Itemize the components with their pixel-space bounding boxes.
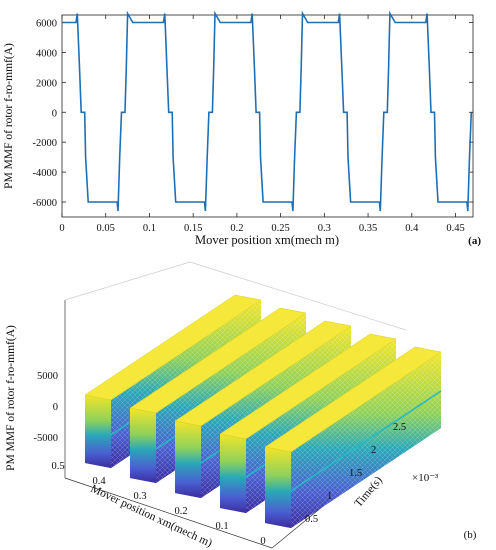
plot-frame-a (61, 14, 474, 218)
x-tick-label-b: 0 (260, 536, 265, 547)
x-ticks-b: 0.5 0.4 0.3 0.2 0.1 0 (51, 461, 265, 547)
surface-plateau (174, 320, 352, 427)
x-tick-label: 0.2 (230, 223, 243, 234)
z-tick-label: 5000 (37, 371, 58, 382)
y-tick-label: -6000 (33, 198, 58, 209)
y-tick-label: -4000 (33, 168, 58, 179)
z-ticks-b: 5000 0 -5000 (34, 371, 59, 444)
series-line (62, 10, 473, 212)
panel-label-b: (b) (464, 529, 477, 541)
x-tick-label: 0.4 (405, 223, 419, 234)
x-tick-label: 0.25 (271, 223, 289, 234)
y-ticks-b: 0.5 1 1.5 2 2.5 (305, 422, 406, 525)
surface-front (85, 395, 111, 468)
surface-plateau (264, 346, 442, 453)
surface-plateau (84, 294, 262, 401)
z-axis-label-b: PM MMF of rotor f-ro-mmf(A) (5, 325, 17, 471)
surface-ridges (84, 294, 442, 528)
x-tick-label-b: 0.2 (174, 506, 187, 517)
surface-zero-line (290, 390, 442, 492)
surface-mesh (291, 352, 441, 528)
y-ticks-a: -6000 -4000 -2000 0 2000 4000 6000 (33, 18, 473, 209)
x-tick-label-b: 0.3 (133, 491, 146, 502)
y-axis-label-a: PM MMF of rotor f-ro-mmf(A) (3, 43, 15, 189)
surface-plateau (219, 333, 397, 440)
x-tick-label-b: 0.4 (92, 476, 106, 487)
x-tick-label: 0.1 (143, 223, 156, 234)
y-tick-label-b: 2.5 (393, 422, 406, 433)
time-multiplier: ×10⁻³ (412, 472, 439, 484)
y-tick-label-b: 0.5 (305, 514, 318, 525)
z-tick-label: -5000 (34, 433, 59, 444)
x-tick-label: 0.3 (318, 223, 331, 234)
x-tick-label: 0.05 (97, 223, 115, 234)
surface-front (265, 447, 291, 528)
x-axis-label-a: Mover position xm(mech m) (195, 233, 339, 247)
x-tick-label: 0.35 (359, 223, 377, 234)
surface-front (130, 408, 156, 483)
panel-a: -6000 -4000 -2000 0 2000 4000 6000 0 0.05 0.1 0.1… (3, 10, 481, 247)
x-tick-label: 0 (59, 223, 64, 234)
surface-front (175, 421, 201, 498)
surface-plateau (129, 307, 307, 414)
y-tick-label-b: 1.5 (349, 468, 362, 479)
y-tick-label: 0 (52, 108, 57, 119)
panel-label-a: (a) (468, 235, 481, 247)
y-tick-label: -2000 (33, 138, 58, 149)
x-tick-label-b: 0.1 (215, 521, 228, 532)
y-tick-label-b: 2 (371, 445, 376, 456)
x-tick-label-b: 0.5 (51, 461, 64, 472)
surface-front (220, 434, 246, 513)
y-tick-label-b: 1 (327, 491, 332, 502)
y-tick-label: 4000 (36, 48, 57, 59)
x-tick-label: 0.15 (184, 223, 202, 234)
x-tick-label: 0.45 (446, 223, 464, 234)
y-tick-label: 6000 (36, 18, 57, 29)
y-tick-label: 2000 (36, 78, 57, 89)
z-tick-label: 0 (53, 402, 58, 413)
x-ticks-a: 0 0.05 0.1 0.15 0.2 0.25 0.3 0.35 0.4 0.45 (59, 15, 465, 234)
